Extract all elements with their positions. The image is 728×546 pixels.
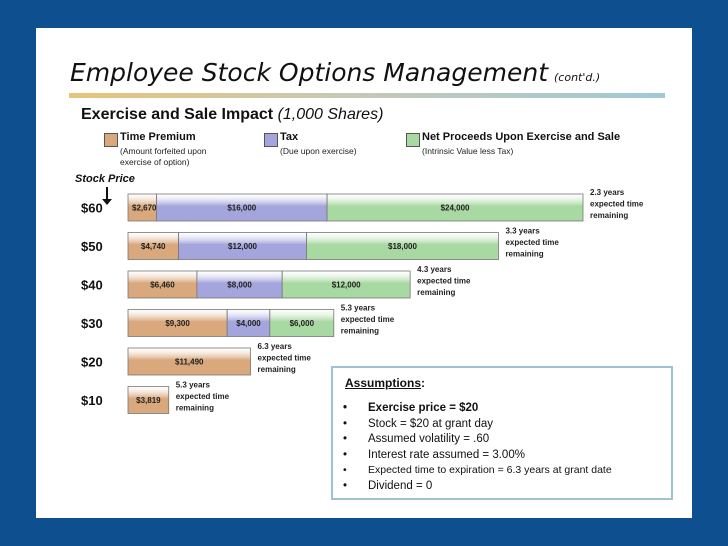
legend-label: Time Premium	[120, 131, 196, 143]
bar-segment	[127, 193, 157, 222]
assumption-text: Expected time to expiration = 6.3 years …	[368, 464, 612, 476]
annotation-text: expected time	[590, 200, 644, 209]
bar-segment	[127, 309, 228, 337]
bar-segment	[226, 309, 271, 337]
annotation-text: 5.3 years	[176, 381, 211, 390]
legend-note: (Amount forfeited upon exercise of optio…	[120, 146, 207, 167]
stacked-bar-chart: $60 $2,670 $16,000 $24,000 2.3 years expected…	[81, 188, 644, 414]
data-label: $4,740	[141, 242, 166, 251]
slide: Employee Stock Options Management (cont'd…	[36, 28, 692, 518]
title-divider	[69, 93, 665, 98]
legend-note: (Due upon exercise)	[280, 146, 357, 156]
title-suffix: (cont'd.)	[554, 71, 601, 84]
data-label: $6,460	[150, 281, 175, 290]
legend-swatch-net-proceeds	[406, 133, 420, 147]
assumption-item: • Expected time to expiration = 6.3 years…	[343, 464, 612, 476]
legend-label: Tax	[280, 131, 299, 143]
bar-segment	[127, 386, 170, 414]
assumption-text: Dividend = 0	[368, 479, 433, 492]
assumption-item: • Interest rate assumed = 3.00%	[343, 449, 525, 461]
annotation-text: expected time	[341, 315, 395, 324]
data-label: $12,000	[332, 281, 361, 290]
bar-segment	[269, 309, 335, 337]
data-label: $6,000	[290, 319, 315, 328]
assumptions-box: Assumptions: • Exercise price = $20 • Stock…	[331, 366, 673, 500]
bullet-icon: •	[343, 448, 348, 461]
annotation-text: expected time	[176, 392, 230, 401]
legend-swatch-tax	[264, 133, 278, 147]
page-title: Employee Stock Options Management (cont'd…	[70, 58, 600, 87]
bullet-icon: •	[343, 417, 348, 430]
annotation-text: 6.3 years	[258, 342, 293, 351]
assumption-text: Assumed volatility = .60	[368, 433, 490, 445]
data-label: $9,300	[165, 319, 190, 328]
bullet-icon: •	[343, 479, 348, 492]
annotation-text: 5.3 years	[341, 304, 376, 313]
assumption-item: • Assumed volatility = .60	[343, 433, 489, 445]
category-label: $30	[81, 316, 103, 331]
bar-segment	[306, 232, 499, 260]
bullet-icon: •	[343, 464, 347, 476]
annotation-text: 4.3 years	[417, 265, 452, 274]
annotation-text: expected time	[258, 354, 312, 363]
data-label: $24,000	[441, 204, 470, 213]
assumption-item: • Dividend = 0	[343, 480, 432, 492]
annotation-text: remaining	[505, 250, 543, 259]
assumption-text: Stock = $20 at grant day	[368, 417, 493, 430]
category-label: $60	[81, 201, 103, 216]
data-label: $16,000	[227, 204, 256, 213]
legend-swatch-time-premium	[104, 133, 118, 147]
annotation-text: expected time	[417, 277, 471, 286]
arrow-down-icon	[106, 187, 108, 201]
chart-subtitle: Exercise and Sale Impact (1,000 Shares)	[81, 106, 383, 124]
annotation-text: remaining	[417, 288, 455, 297]
assumptions-title-text: Assumptions	[345, 376, 422, 390]
category-label: $10	[81, 393, 103, 408]
annotation-text: expected time	[505, 238, 559, 247]
legend-label: Net Proceeds Upon Exercise and Sale	[422, 131, 621, 143]
bar-segment	[178, 232, 307, 260]
bar-segment	[281, 270, 411, 299]
data-label: $12,000	[228, 242, 257, 251]
bar-segment	[196, 270, 283, 299]
bar-segment	[127, 270, 198, 299]
bar-segment	[127, 347, 251, 376]
category-label: $20	[81, 355, 103, 370]
data-label: $4,000	[236, 319, 261, 328]
annotation-text: 3.3 years	[505, 227, 540, 236]
bar-segment	[127, 232, 179, 260]
data-label: $2,670	[132, 204, 157, 213]
annotation-text: remaining	[176, 404, 214, 413]
annotation-text: remaining	[258, 365, 296, 374]
title-text: Employee Stock Options Management	[70, 58, 548, 87]
assumption-text: Interest rate assumed = 3.00%	[368, 448, 525, 461]
annotation-text: remaining	[341, 327, 379, 336]
data-label: $8,000	[227, 281, 252, 290]
bar-segment	[326, 193, 584, 222]
data-label: $18,000	[388, 242, 417, 251]
assumption-text: Exercise price = $20	[368, 402, 479, 414]
legend-note: (Intrinsic Value less Tax)	[422, 146, 514, 156]
bullet-icon: •	[343, 433, 348, 445]
assumption-item: • Exercise price = $20	[343, 402, 478, 414]
annotation-text: remaining	[590, 211, 628, 220]
stock-price-label: Stock Price	[75, 173, 135, 185]
category-label: $40	[81, 278, 103, 293]
category-label: $50	[81, 239, 103, 254]
bar-segment	[156, 193, 328, 222]
bullet-icon: •	[343, 402, 348, 414]
data-label: $3,819	[136, 396, 161, 405]
assumption-item: • Stock = $20 at grant day	[343, 418, 493, 430]
assumptions-title: Assumptions:	[345, 376, 426, 390]
annotation-text: 2.3 years	[590, 188, 625, 197]
subtitle-paren: (1,000 Shares)	[277, 106, 384, 123]
data-label: $11,490	[175, 358, 204, 367]
subtitle-main: Exercise and Sale Impact	[81, 106, 274, 123]
arrow-head-icon	[102, 199, 112, 205]
